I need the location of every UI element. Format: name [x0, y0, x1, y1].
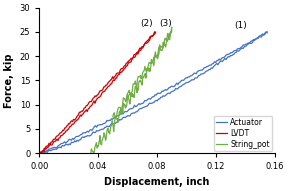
String_pot — [97, 140, 101, 143]
Line: LVDT: LVDT — [39, 32, 156, 153]
LVDT — [69, 125, 72, 128]
Legend: Actuator, LVDT, String_pot: Actuator, LVDT, String_pot — [214, 116, 272, 151]
Actuator — [255, 37, 259, 40]
LVDT — [129, 61, 133, 63]
LVDT — [62, 132, 65, 134]
X-axis label: Displacement, inch: Displacement, inch — [104, 177, 210, 187]
LVDT — [154, 31, 157, 33]
Y-axis label: Force, kip: Force, kip — [4, 53, 14, 108]
Actuator — [38, 151, 41, 153]
Line: Actuator: Actuator — [39, 32, 267, 153]
String_pot — [170, 26, 173, 28]
String_pot — [94, 143, 98, 145]
LVDT — [38, 152, 41, 154]
String_pot — [169, 30, 173, 32]
Actuator — [247, 42, 251, 45]
LVDT — [102, 91, 105, 93]
Text: (2): (2) — [140, 19, 153, 28]
Actuator — [39, 152, 42, 154]
String_pot — [123, 98, 126, 100]
Line: String_pot: String_pot — [91, 27, 172, 153]
Text: (3): (3) — [160, 19, 172, 28]
Actuator — [48, 149, 52, 151]
String_pot — [111, 116, 115, 118]
Actuator — [52, 148, 56, 151]
LVDT — [118, 73, 121, 75]
Actuator — [99, 128, 103, 131]
Actuator — [266, 31, 269, 33]
LVDT — [150, 36, 153, 38]
String_pot — [89, 152, 92, 154]
Actuator — [81, 136, 85, 138]
String_pot — [108, 130, 112, 132]
String_pot — [130, 92, 134, 94]
Text: (1): (1) — [234, 20, 247, 29]
